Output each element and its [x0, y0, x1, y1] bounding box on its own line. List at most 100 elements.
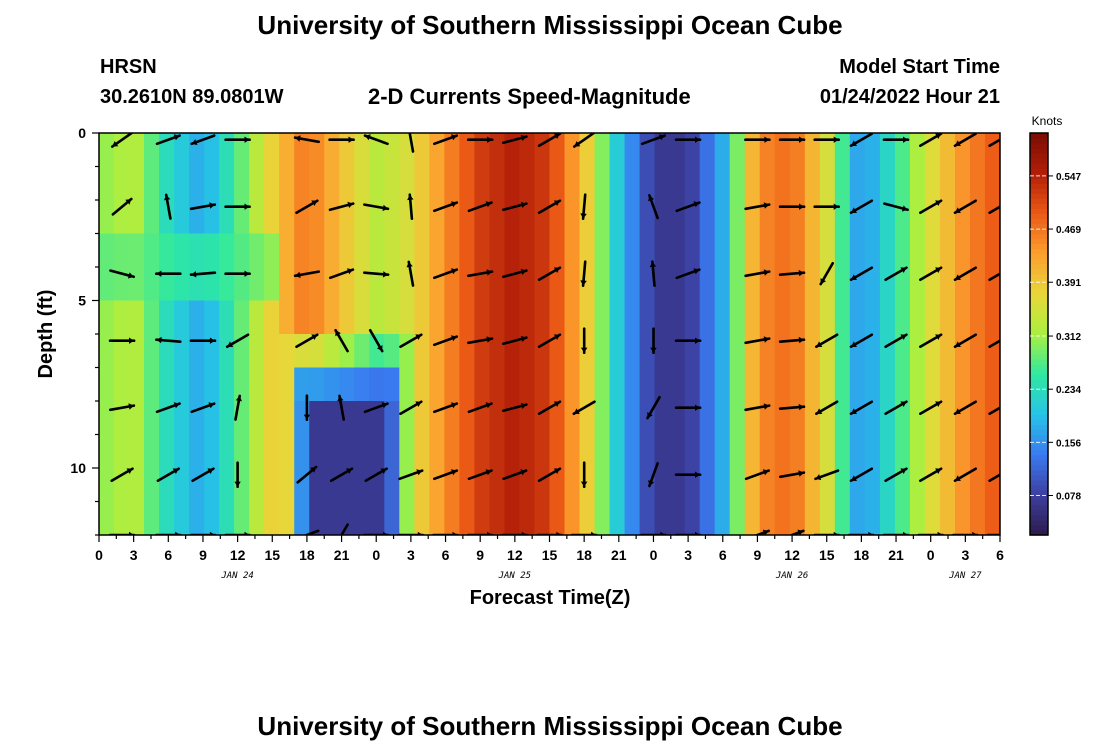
current-arrow [788, 529, 805, 535]
colorbar-segment [1030, 153, 1048, 159]
heatmap-cell [774, 468, 791, 503]
heatmap-cell [819, 267, 836, 302]
x-tick-label: 12 [507, 547, 523, 563]
current-arrow [744, 269, 771, 278]
heatmap-cell [384, 300, 400, 335]
heatmap-cell [459, 200, 476, 235]
current-arrow [580, 461, 588, 489]
heatmap-cell [354, 233, 370, 268]
current-arrow [882, 136, 910, 143]
heatmap-cell [744, 233, 761, 268]
heatmap-cell [609, 133, 626, 168]
heatmap-cell [414, 434, 430, 469]
current-arrow [884, 467, 908, 483]
heatmap-cell [294, 367, 310, 402]
heatmap-cell [219, 200, 235, 235]
current-arrow [501, 201, 528, 212]
heatmap-cell [429, 434, 445, 469]
heatmap-cell [174, 300, 190, 335]
heatmap-cell [249, 367, 265, 402]
heatmap-cell [114, 434, 130, 469]
heatmap-cell [984, 367, 1000, 402]
heatmap-cell [114, 133, 130, 168]
current-arrow [650, 327, 657, 355]
heatmap-cell [279, 133, 295, 168]
heatmap-cell [399, 233, 415, 268]
heatmap-cell [609, 401, 626, 436]
heatmap-cell [489, 367, 506, 402]
heatmap-cell [129, 401, 145, 436]
heatmap-cell [609, 434, 626, 469]
heatmap-cell [294, 133, 310, 168]
x-tick-label: 21 [888, 547, 904, 563]
heatmap-cell [879, 334, 896, 369]
heatmap-cell [609, 501, 626, 535]
heatmap-cell [144, 468, 160, 503]
heatmap-cell [924, 367, 941, 402]
heatmap-cell [699, 468, 716, 503]
heatmap-cell [294, 267, 310, 302]
heatmap-cell [909, 166, 926, 201]
heatmap-cell [699, 434, 716, 469]
heatmap-cell [714, 267, 731, 302]
heatmap-cell [984, 468, 1000, 503]
heatmap-cell [354, 434, 370, 469]
heatmap-cell [339, 434, 355, 469]
heatmap-cell [654, 334, 671, 369]
heatmap-cell [534, 200, 551, 235]
heatmap-cell [744, 401, 761, 436]
heatmap-cell [399, 367, 415, 402]
current-arrow [397, 531, 425, 535]
current-arrow [646, 395, 661, 420]
heatmap-cell [114, 200, 130, 235]
x-tick-label: 12 [784, 547, 800, 563]
heatmap-cell [864, 468, 881, 503]
heatmap-cell [249, 334, 265, 369]
heatmap-cell [264, 334, 280, 369]
x-axis: 0 3 6 9 12 15 18 21 0 3 6 9 12 15 18 21 0 3 6 9 12 15 18 21 0 3 6 J… [95, 535, 1004, 581]
current-arrow [537, 266, 562, 282]
heatmap-cell [129, 200, 145, 235]
heatmap-cell [984, 133, 1000, 168]
current-arrow [364, 467, 388, 483]
heatmap-cell [579, 367, 596, 402]
heatmap-cell [909, 267, 926, 302]
current-arrow [918, 199, 943, 214]
heatmap-cell [684, 334, 701, 369]
heatmap-cell [879, 434, 896, 469]
heatmap-cell [714, 501, 731, 535]
heatmap-cell [849, 501, 866, 535]
heatmap-cell [909, 300, 926, 335]
current-arrow [407, 193, 414, 220]
current-arrow [189, 531, 217, 535]
station-name: HRSN [100, 56, 157, 78]
heatmap-cell [639, 200, 656, 235]
heatmap-cell [144, 334, 160, 369]
colorbar-segment [1030, 138, 1048, 144]
heatmap-cell [114, 334, 130, 369]
heatmap-cell [894, 501, 911, 535]
heatmap-cell [579, 501, 596, 535]
current-arrow [778, 269, 806, 277]
current-arrow [883, 202, 909, 212]
heatmap-cell [609, 300, 626, 335]
heatmap-cell [414, 233, 430, 268]
heatmap-cell [774, 300, 791, 335]
heatmap-cell [549, 468, 566, 503]
current-arrow [110, 467, 134, 483]
heatmap-cell [729, 166, 746, 201]
heatmap-cell [354, 468, 370, 503]
heatmap-cell [369, 434, 385, 469]
heatmap-cell [864, 501, 881, 535]
current-arrow [340, 523, 349, 535]
heatmap-cell [669, 133, 686, 168]
current-arrow [849, 133, 874, 147]
heatmap-cell [744, 367, 761, 402]
heatmap-cell [414, 166, 430, 201]
colorbar-segment [1030, 133, 1048, 139]
heatmap-cell [849, 367, 866, 402]
heatmap-cell [414, 133, 430, 168]
heatmap-cell [729, 468, 746, 503]
heatmap-cell [834, 267, 851, 302]
heatmap-cell [414, 334, 430, 369]
